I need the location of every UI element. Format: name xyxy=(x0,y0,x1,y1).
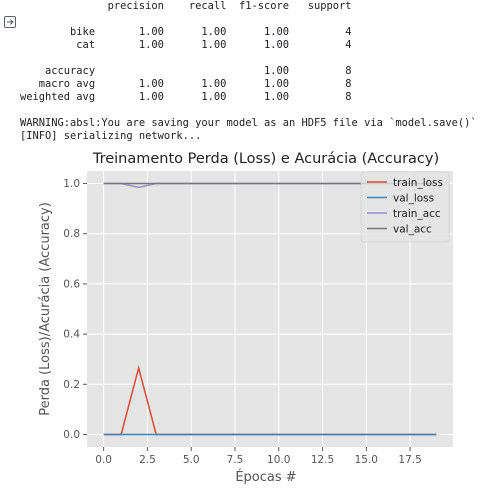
x-axis-ticks: 0.0 2.5 5.0 7.5 10.0 12.5 15.0 17.5 xyxy=(95,447,422,466)
y-axis-ticks: 0.0 0.2 0.4 0.6 0.8 1.0 xyxy=(63,178,87,441)
console-line: weighted avg 1.00 1.00 1.00 8 xyxy=(20,91,352,103)
output-toggle-glyph xyxy=(4,16,16,28)
x-tick-label: 2.5 xyxy=(139,454,156,466)
console-line: [INFO] serializing network... xyxy=(20,130,202,142)
y-tick-label: 1.0 xyxy=(63,178,80,190)
y-axis-label: Perda (Loss)/Acurácia (Accuracy) xyxy=(38,202,53,416)
y-tick-label: 0.8 xyxy=(63,228,80,240)
x-tick-label: 0.0 xyxy=(95,454,112,466)
console-line: macro avg 1.00 1.00 1.00 8 xyxy=(20,78,352,90)
legend-label-train_loss: train_loss xyxy=(393,177,443,189)
console-line: accuracy 1.00 8 xyxy=(20,65,352,77)
x-tick-label: 15.0 xyxy=(355,454,378,466)
chart-legend: train_loss val_loss train_acc val_acc xyxy=(360,171,450,243)
console-line: precision recall f1-score support xyxy=(20,0,352,12)
x-tick-label: 10.0 xyxy=(267,454,290,466)
chart-title: Treinamento Perda (Loss) e Acurácia (Acc… xyxy=(92,151,439,167)
console-line: cat 1.00 1.00 1.00 4 xyxy=(20,39,352,51)
console-line xyxy=(20,52,480,65)
chart-canvas: Treinamento Perda (Loss) e Acurácia (Acc… xyxy=(38,151,453,485)
output-toggle-icon[interactable] xyxy=(3,14,17,28)
legend-box xyxy=(360,171,450,243)
legend-label-val_acc: val_acc xyxy=(393,223,432,235)
console-line: WARNING:absl:You are saving your model a… xyxy=(20,117,480,129)
x-tick-label: 5.0 xyxy=(183,454,200,466)
console-line: bike 1.00 1.00 1.00 4 xyxy=(20,26,352,38)
y-tick-label: 0.6 xyxy=(63,278,80,290)
y-tick-label: 0.4 xyxy=(63,329,80,341)
x-axis-label: Épocas # xyxy=(235,469,296,485)
legend-label-train_acc: train_acc xyxy=(393,208,441,220)
training-chart: Treinamento Perda (Loss) e Acurácia (Acc… xyxy=(0,145,480,489)
x-tick-label: 12.5 xyxy=(311,454,334,466)
x-tick-label: 7.5 xyxy=(227,454,244,466)
x-tick-label: 17.5 xyxy=(398,454,421,466)
console-output: precision recall f1-score support bike 1… xyxy=(20,0,480,143)
y-tick-label: 0.2 xyxy=(63,379,80,391)
legend-label-val_loss: val_loss xyxy=(393,192,434,204)
y-tick-label: 0.0 xyxy=(63,429,80,441)
console-line xyxy=(20,104,480,117)
console-line xyxy=(20,13,480,26)
